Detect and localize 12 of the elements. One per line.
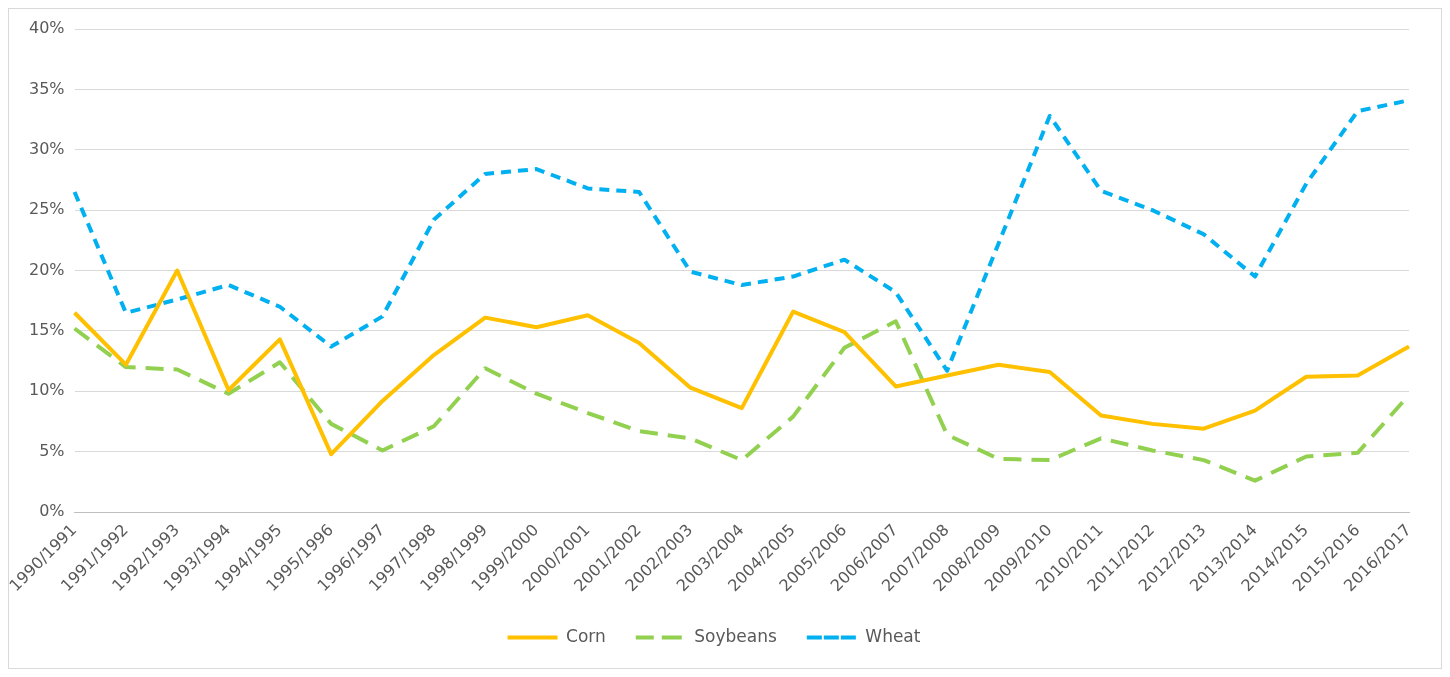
- legend-label: Corn: [566, 625, 606, 646]
- y-tick-label: 25%: [29, 199, 65, 219]
- y-tick-label: 10%: [29, 380, 65, 400]
- y-tick-label: 20%: [29, 259, 65, 279]
- y-tick-label: 40%: [29, 18, 65, 38]
- y-tick-label: 30%: [29, 138, 65, 158]
- legend-label: Soybeans: [694, 625, 777, 646]
- y-tick-label: 35%: [29, 78, 65, 98]
- legend-label: Wheat: [865, 625, 921, 646]
- y-tick-label: 5%: [39, 440, 65, 460]
- y-tick-label: 0%: [39, 501, 65, 521]
- y-tick-label: 15%: [29, 320, 65, 340]
